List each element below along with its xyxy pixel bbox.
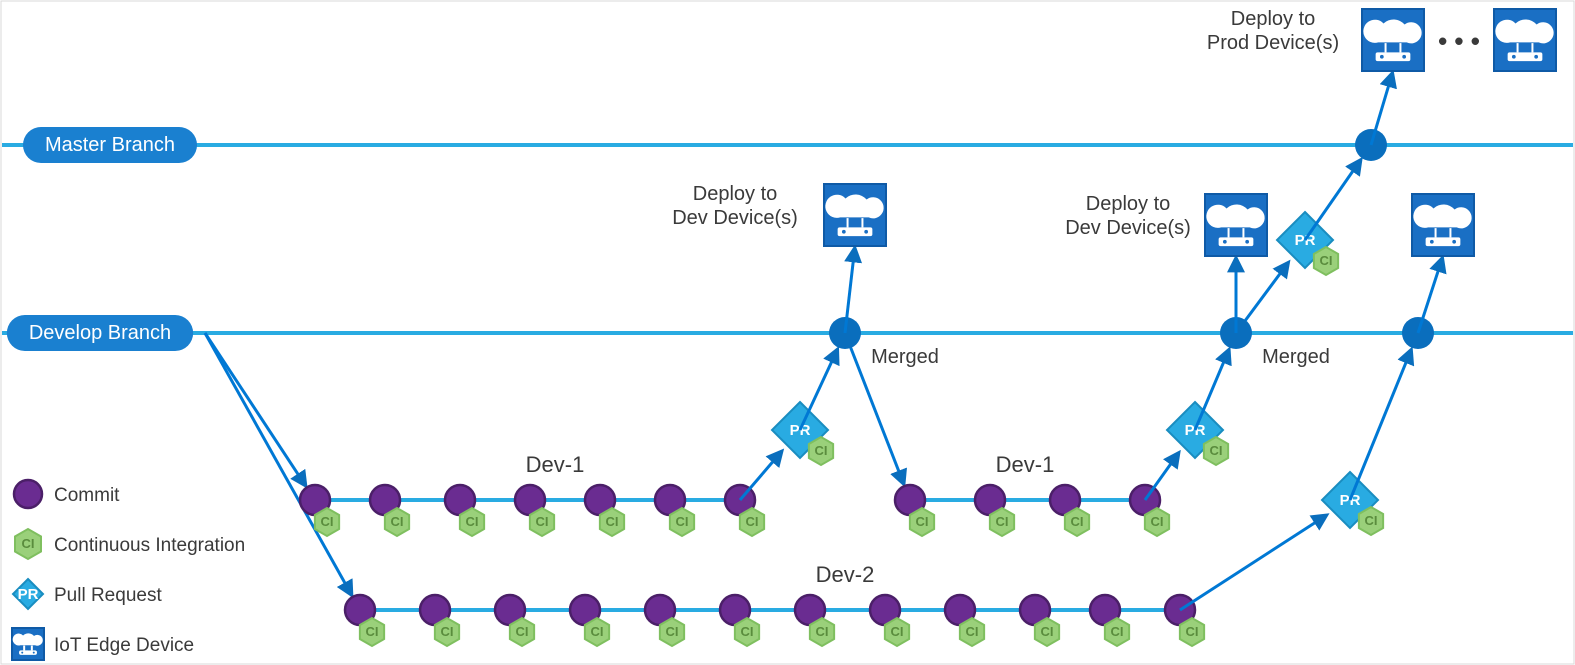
svg-text:CI: CI bbox=[391, 514, 404, 529]
svg-text:CI: CI bbox=[591, 624, 604, 639]
m4 bbox=[1355, 73, 1392, 161]
commits-dev1b: CI CI CI CI bbox=[895, 485, 1169, 536]
svg-text:CI: CI bbox=[666, 624, 679, 639]
legend-iot-label: IoT Edge Device bbox=[54, 635, 194, 656]
m3 bbox=[1402, 258, 1442, 349]
svg-text:CI: CI bbox=[321, 514, 334, 529]
legend-iot: IoT Edge Device bbox=[12, 628, 194, 660]
feature-dev2-label: Dev-2 bbox=[816, 562, 875, 587]
svg-text:CI: CI bbox=[1210, 443, 1223, 458]
svg-text:Deploy to: Deploy to bbox=[693, 183, 778, 205]
commits-dev2: CI CI CI CI CI CI CI CI CI CI CI CI bbox=[345, 595, 1204, 646]
develop-branch-pill: Develop Branch bbox=[7, 315, 193, 351]
legend-commit: Commit bbox=[14, 480, 120, 508]
m2-label: Merged bbox=[1262, 346, 1330, 368]
svg-text:Master Branch: Master Branch bbox=[45, 134, 175, 156]
svg-text:CI: CI bbox=[746, 514, 759, 529]
iot-prod: Deploy toProd Device(s) bbox=[1207, 8, 1424, 71]
git-flow-diagram: Dev-1Dev-1Dev-2CICICICICICICICICICICICIC… bbox=[0, 0, 1575, 665]
svg-text:CI: CI bbox=[466, 514, 479, 529]
svg-text:Prod Device(s): Prod Device(s) bbox=[1207, 32, 1339, 54]
svg-text:CI: CI bbox=[815, 443, 828, 458]
svg-text:PR: PR bbox=[1185, 422, 1206, 439]
legend-ci-label: Continuous Integration bbox=[54, 535, 245, 556]
svg-text:CI: CI bbox=[22, 536, 35, 551]
svg-text:CI: CI bbox=[1320, 253, 1333, 268]
svg-text:Dev Device(s): Dev Device(s) bbox=[1065, 217, 1191, 239]
iot-prod2 bbox=[1494, 9, 1556, 71]
svg-text:CI: CI bbox=[1186, 624, 1199, 639]
svg-text:CI: CI bbox=[1041, 624, 1054, 639]
svg-text:PR: PR bbox=[1340, 492, 1361, 509]
iot-dev1: Deploy toDev Device(s) bbox=[672, 183, 886, 246]
svg-text:CI: CI bbox=[1111, 624, 1124, 639]
svg-text:Deploy to: Deploy to bbox=[1086, 193, 1171, 215]
feature-dev1a-label: Dev-1 bbox=[526, 452, 585, 477]
commits-dev1a: CI CI CI CI CI CI CI bbox=[300, 485, 764, 536]
pr1: PR CI bbox=[740, 349, 837, 500]
svg-text:CI: CI bbox=[1071, 514, 1084, 529]
master-branch-pill: Master Branch bbox=[23, 127, 197, 163]
m1: Merged bbox=[829, 248, 939, 368]
legend-pr-label: Pull Request bbox=[54, 585, 162, 606]
svg-text:CI: CI bbox=[1151, 514, 1164, 529]
svg-text:CI: CI bbox=[606, 514, 619, 529]
svg-text:CI: CI bbox=[366, 624, 379, 639]
legend-commit-label: Commit bbox=[54, 485, 120, 506]
m2: Merged bbox=[1220, 258, 1330, 368]
m1-label: Merged bbox=[871, 346, 939, 368]
svg-text:CI: CI bbox=[816, 624, 829, 639]
svg-text:CI: CI bbox=[891, 624, 904, 639]
svg-text:CI: CI bbox=[676, 514, 689, 529]
svg-text:CI: CI bbox=[996, 514, 1009, 529]
svg-text:CI: CI bbox=[741, 624, 754, 639]
svg-text:Dev Device(s): Dev Device(s) bbox=[672, 207, 798, 229]
svg-text:CI: CI bbox=[1365, 513, 1378, 528]
svg-text:Deploy to: Deploy to bbox=[1231, 8, 1316, 30]
svg-text:CI: CI bbox=[516, 624, 529, 639]
svg-text:PR: PR bbox=[1295, 232, 1316, 249]
prod-ellipsis: • • • bbox=[1438, 26, 1480, 56]
svg-text:CI: CI bbox=[966, 624, 979, 639]
svg-text:CI: CI bbox=[536, 514, 549, 529]
pr3: PR CI bbox=[1180, 350, 1411, 610]
svg-text:PR: PR bbox=[790, 422, 811, 439]
legend: Commit CI Continuous Integration PR Pull Req… bbox=[12, 480, 245, 660]
feature-dev1b-label: Dev-1 bbox=[996, 452, 1055, 477]
iot-dev2: Deploy toDev Device(s) bbox=[1065, 193, 1267, 256]
pr2: PR CI bbox=[1145, 350, 1229, 500]
iot-dev3 bbox=[1412, 194, 1474, 256]
svg-text:Develop Branch: Develop Branch bbox=[29, 322, 171, 344]
svg-text:CI: CI bbox=[441, 624, 454, 639]
legend-pr: PR Pull Request bbox=[13, 579, 162, 609]
legend-ci: CI Continuous Integration bbox=[15, 529, 245, 559]
svg-text:CI: CI bbox=[916, 514, 929, 529]
svg-text:PR: PR bbox=[18, 586, 39, 603]
